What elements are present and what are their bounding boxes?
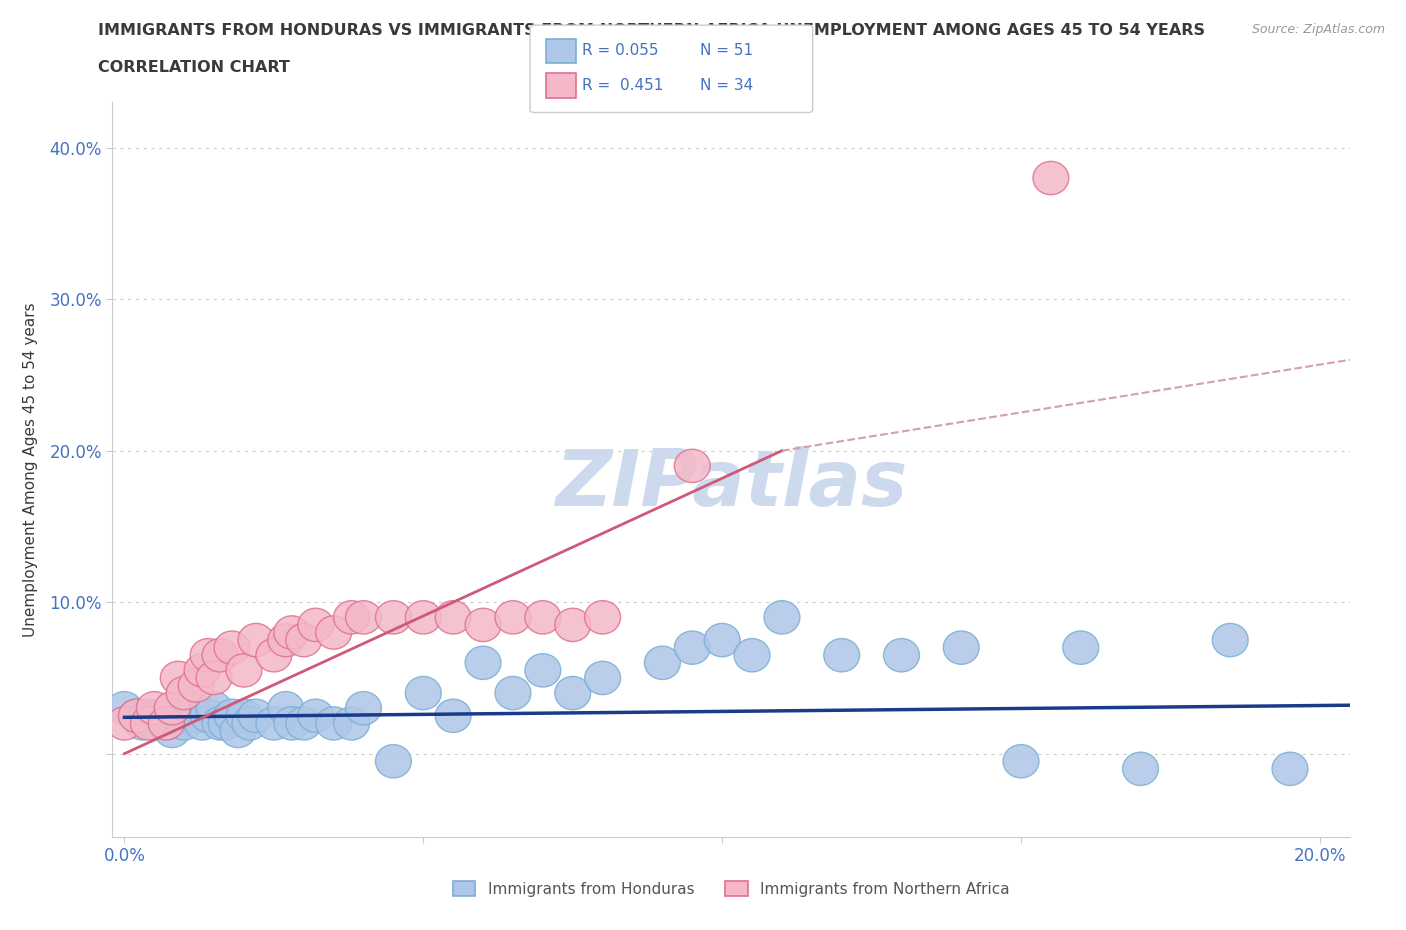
Ellipse shape <box>269 623 304 657</box>
Ellipse shape <box>226 699 262 733</box>
Ellipse shape <box>298 608 333 642</box>
Ellipse shape <box>197 661 232 695</box>
Ellipse shape <box>883 639 920 671</box>
Ellipse shape <box>208 707 245 740</box>
Ellipse shape <box>214 631 250 664</box>
Ellipse shape <box>166 707 202 740</box>
Ellipse shape <box>465 646 501 680</box>
Ellipse shape <box>190 639 226 671</box>
Ellipse shape <box>256 707 292 740</box>
Ellipse shape <box>118 699 155 733</box>
Ellipse shape <box>131 707 166 740</box>
Ellipse shape <box>173 692 208 724</box>
Ellipse shape <box>149 707 184 740</box>
Ellipse shape <box>184 654 221 687</box>
Ellipse shape <box>155 692 190 724</box>
Ellipse shape <box>160 661 197 695</box>
Ellipse shape <box>763 601 800 634</box>
Ellipse shape <box>333 707 370 740</box>
Ellipse shape <box>405 601 441 634</box>
Ellipse shape <box>136 692 173 724</box>
Ellipse shape <box>149 707 184 740</box>
Ellipse shape <box>824 639 859 671</box>
Ellipse shape <box>375 601 412 634</box>
Ellipse shape <box>202 639 238 671</box>
Y-axis label: Unemployment Among Ages 45 to 54 years: Unemployment Among Ages 45 to 54 years <box>24 302 38 637</box>
Ellipse shape <box>298 699 333 733</box>
Ellipse shape <box>131 699 166 733</box>
Ellipse shape <box>1033 162 1069 194</box>
Ellipse shape <box>125 707 160 740</box>
Ellipse shape <box>495 601 531 634</box>
Ellipse shape <box>405 676 441 710</box>
Ellipse shape <box>107 692 142 724</box>
Ellipse shape <box>524 654 561 687</box>
Ellipse shape <box>179 699 214 733</box>
Ellipse shape <box>316 707 352 740</box>
Ellipse shape <box>107 707 142 740</box>
Ellipse shape <box>436 699 471 733</box>
Ellipse shape <box>1272 752 1308 786</box>
Ellipse shape <box>214 699 250 733</box>
Text: ZIPatlas: ZIPatlas <box>555 446 907 523</box>
Ellipse shape <box>1212 623 1249 657</box>
Ellipse shape <box>375 745 412 777</box>
Ellipse shape <box>1063 631 1098 664</box>
Ellipse shape <box>346 692 381 724</box>
Legend: Immigrants from Honduras, Immigrants from Northern Africa: Immigrants from Honduras, Immigrants fro… <box>447 874 1015 903</box>
Ellipse shape <box>495 676 531 710</box>
Ellipse shape <box>524 601 561 634</box>
Ellipse shape <box>1122 752 1159 786</box>
Text: Source: ZipAtlas.com: Source: ZipAtlas.com <box>1251 23 1385 36</box>
Ellipse shape <box>166 676 202 710</box>
Ellipse shape <box>1002 745 1039 777</box>
Ellipse shape <box>436 601 471 634</box>
Ellipse shape <box>118 699 155 733</box>
Ellipse shape <box>943 631 979 664</box>
Ellipse shape <box>160 699 197 733</box>
Text: CORRELATION CHART: CORRELATION CHART <box>98 60 290 75</box>
Ellipse shape <box>256 639 292 671</box>
Ellipse shape <box>184 707 221 740</box>
Ellipse shape <box>238 623 274 657</box>
Ellipse shape <box>585 661 620 695</box>
Ellipse shape <box>316 616 352 649</box>
Ellipse shape <box>704 623 740 657</box>
Ellipse shape <box>190 699 226 733</box>
Ellipse shape <box>285 707 322 740</box>
Ellipse shape <box>675 449 710 483</box>
Ellipse shape <box>232 707 269 740</box>
Ellipse shape <box>555 608 591 642</box>
Ellipse shape <box>202 707 238 740</box>
Ellipse shape <box>221 714 256 748</box>
Ellipse shape <box>274 707 309 740</box>
Ellipse shape <box>269 692 304 724</box>
Ellipse shape <box>136 707 173 740</box>
Ellipse shape <box>644 646 681 680</box>
Ellipse shape <box>285 623 322 657</box>
Ellipse shape <box>142 699 179 733</box>
Text: R =  0.451: R = 0.451 <box>582 78 664 93</box>
Text: N = 34: N = 34 <box>700 78 754 93</box>
Ellipse shape <box>555 676 591 710</box>
Ellipse shape <box>274 616 309 649</box>
Ellipse shape <box>346 601 381 634</box>
Text: N = 51: N = 51 <box>700 43 754 58</box>
Ellipse shape <box>226 654 262 687</box>
Ellipse shape <box>585 601 620 634</box>
Text: IMMIGRANTS FROM HONDURAS VS IMMIGRANTS FROM NORTHERN AFRICA UNEMPLOYMENT AMONG A: IMMIGRANTS FROM HONDURAS VS IMMIGRANTS F… <box>98 23 1205 38</box>
Ellipse shape <box>179 669 214 702</box>
Ellipse shape <box>465 608 501 642</box>
Ellipse shape <box>155 714 190 748</box>
Text: R = 0.055: R = 0.055 <box>582 43 658 58</box>
Ellipse shape <box>675 631 710 664</box>
Ellipse shape <box>238 699 274 733</box>
Ellipse shape <box>734 639 770 671</box>
Ellipse shape <box>197 692 232 724</box>
Ellipse shape <box>333 601 370 634</box>
